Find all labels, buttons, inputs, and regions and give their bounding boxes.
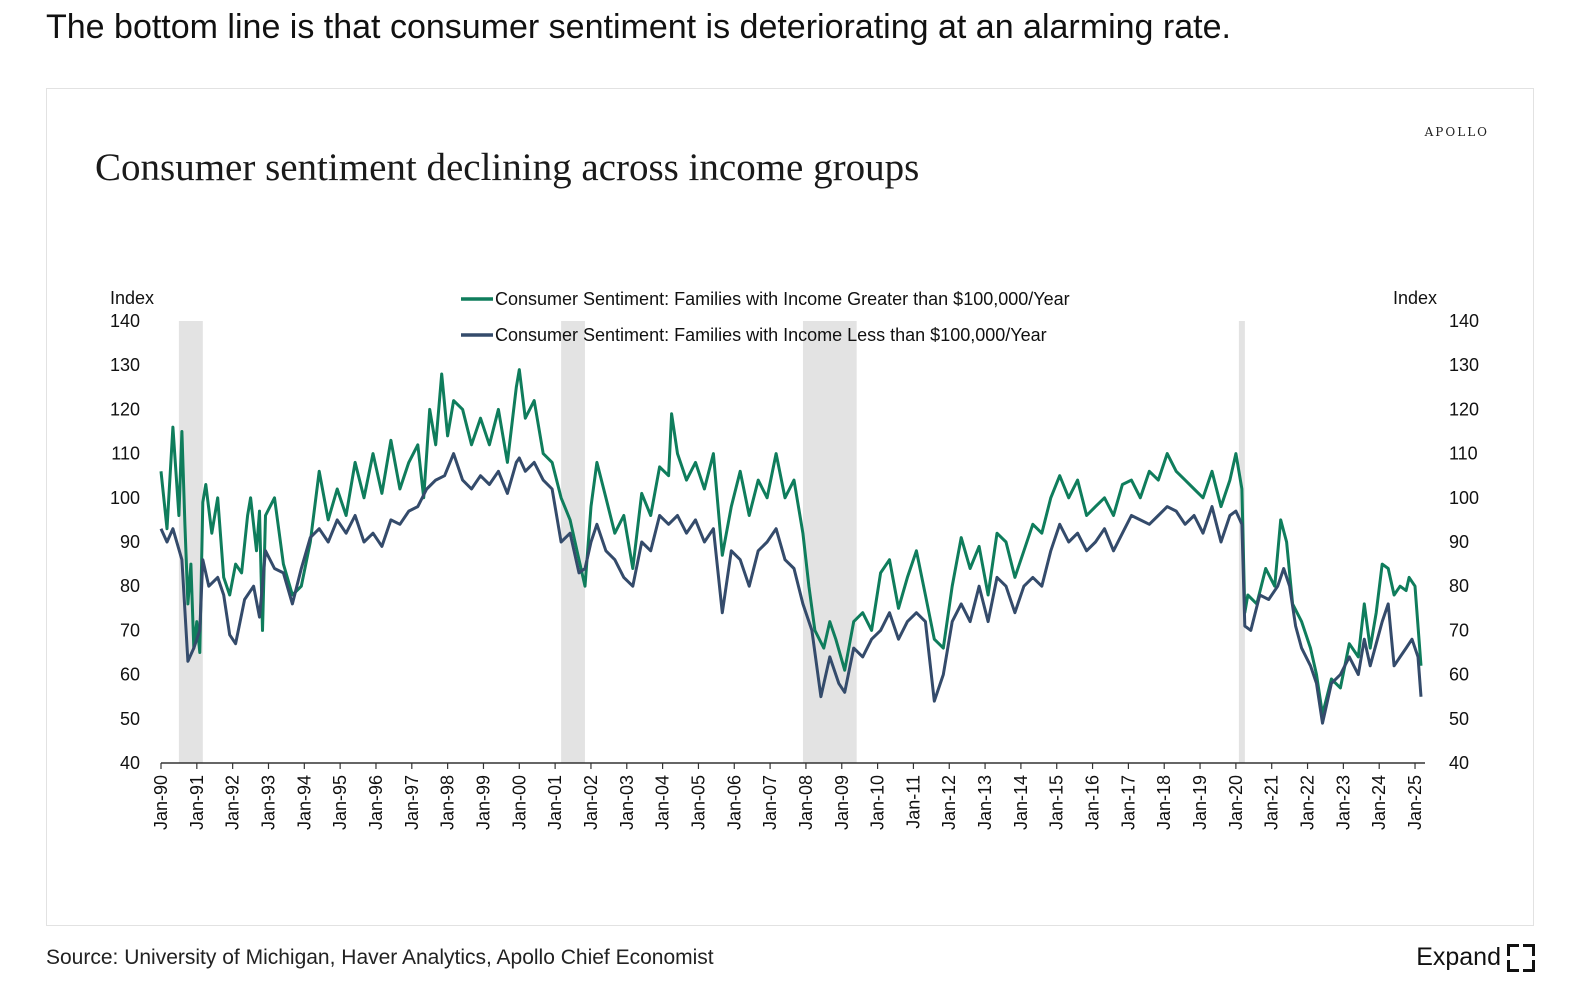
- x-tick-label: Jan-15: [1047, 775, 1067, 830]
- y-tick-label-right: 100: [1449, 488, 1479, 508]
- x-tick-label: Jan-16: [1083, 775, 1103, 830]
- recession-band-1: [178, 321, 203, 763]
- x-tick-label: Jan-05: [688, 775, 708, 830]
- x-tick-label: Jan-92: [223, 775, 243, 830]
- x-tick-label: Jan-12: [939, 775, 959, 830]
- x-tick-label: Jan-23: [1333, 775, 1353, 830]
- y-tick-label-left: 140: [110, 311, 140, 331]
- x-tick-label: Jan-09: [832, 775, 852, 830]
- y-axis-label-right: Index: [1393, 288, 1437, 308]
- y-tick-label-right: 50: [1449, 709, 1469, 729]
- y-tick-label-right: 120: [1449, 399, 1479, 419]
- y-tick-label-left: 130: [110, 355, 140, 375]
- x-tick-label: Jan-96: [366, 775, 386, 830]
- line-chart: 40 40 50 50 60 60 70 70 80 80 90 90 100 100 110 110 120 1…: [110, 288, 1479, 830]
- x-tick-label: Jan-98: [438, 775, 458, 830]
- x-tick-label: Jan-07: [760, 775, 780, 830]
- x-tick-label: Jan-13: [975, 775, 995, 830]
- x-tick-label: Jan-22: [1298, 775, 1318, 830]
- y-tick-label-right: 110: [1449, 444, 1478, 464]
- x-tick-label: Jan-06: [724, 775, 744, 830]
- y-tick-label-right: 130: [1449, 355, 1479, 375]
- x-tick-label: Jan-01: [545, 775, 565, 830]
- x-tick-label: Jan-93: [258, 775, 278, 830]
- legend-label-1: Consumer Sentiment: Families with Income…: [495, 289, 1070, 309]
- expand-icon: [1507, 943, 1535, 972]
- x-tick-label: Jan-04: [653, 775, 673, 830]
- y-axis-label-left: Index: [110, 288, 154, 308]
- chart-title: Consumer sentiment declining across inco…: [95, 146, 920, 189]
- x-tick-label: Jan-18: [1154, 775, 1174, 830]
- y-tick-label-left: 60: [120, 665, 140, 685]
- legend-label-2: Consumer Sentiment: Families with Income…: [495, 325, 1047, 345]
- y-tick-label-left: 80: [120, 576, 140, 596]
- brand-logo: APOLLO: [1424, 125, 1489, 139]
- x-tick-label: Jan-95: [330, 775, 350, 830]
- x-tick-label: Jan-20: [1226, 775, 1246, 830]
- x-tick-label: Jan-10: [868, 775, 888, 830]
- y-tick-label-left: 50: [120, 709, 140, 729]
- x-tick-label: Jan-91: [187, 775, 207, 830]
- y-tick-label-right: 60: [1449, 665, 1469, 685]
- x-tick-label: Jan-25: [1405, 775, 1425, 830]
- headline: The bottom line is that consumer sentime…: [46, 8, 1231, 46]
- x-tick-label: Jan-99: [473, 775, 493, 830]
- x-tick-label: Jan-21: [1262, 775, 1282, 830]
- y-tick-label-left: 100: [110, 488, 140, 508]
- x-tick-label: Jan-24: [1369, 775, 1389, 830]
- x-tick-label: Jan-02: [581, 775, 601, 830]
- series-line-2: [159, 452, 1423, 725]
- x-tick-label: Jan-11: [903, 775, 923, 829]
- x-tick-label: Jan-19: [1190, 775, 1210, 830]
- x-tick-label: Jan-08: [796, 775, 816, 830]
- x-tick-label: Jan-17: [1118, 775, 1138, 830]
- x-tick-label: Jan-00: [509, 775, 529, 830]
- chart-card: APOLLO Consumer sentiment declining acro…: [46, 88, 1534, 926]
- x-tick-label: Jan-14: [1011, 775, 1031, 830]
- expand-label: Expand: [1416, 943, 1501, 971]
- y-tick-label-left: 110: [111, 444, 140, 464]
- recession-band-3: [802, 321, 857, 763]
- source-note: Source: University of Michigan, Haver An…: [46, 946, 714, 969]
- y-tick-label-left: 40: [120, 753, 140, 773]
- series-line-1: [159, 368, 1423, 716]
- x-tick-label: Jan-90: [151, 775, 171, 830]
- x-tick-label: Jan-94: [294, 775, 314, 830]
- expand-button[interactable]: Expand: [1416, 943, 1535, 972]
- y-tick-label-left: 70: [120, 620, 140, 640]
- y-tick-label-right: 80: [1449, 576, 1469, 596]
- y-tick-label-right: 70: [1449, 620, 1469, 640]
- y-tick-label-right: 90: [1449, 532, 1469, 552]
- y-tick-label-right: 40: [1449, 753, 1469, 773]
- x-tick-label: Jan-97: [402, 775, 422, 830]
- y-tick-label-right: 140: [1449, 311, 1479, 331]
- y-tick-label-left: 90: [120, 532, 140, 552]
- y-tick-label-left: 120: [110, 399, 140, 419]
- x-tick-label: Jan-03: [617, 775, 637, 830]
